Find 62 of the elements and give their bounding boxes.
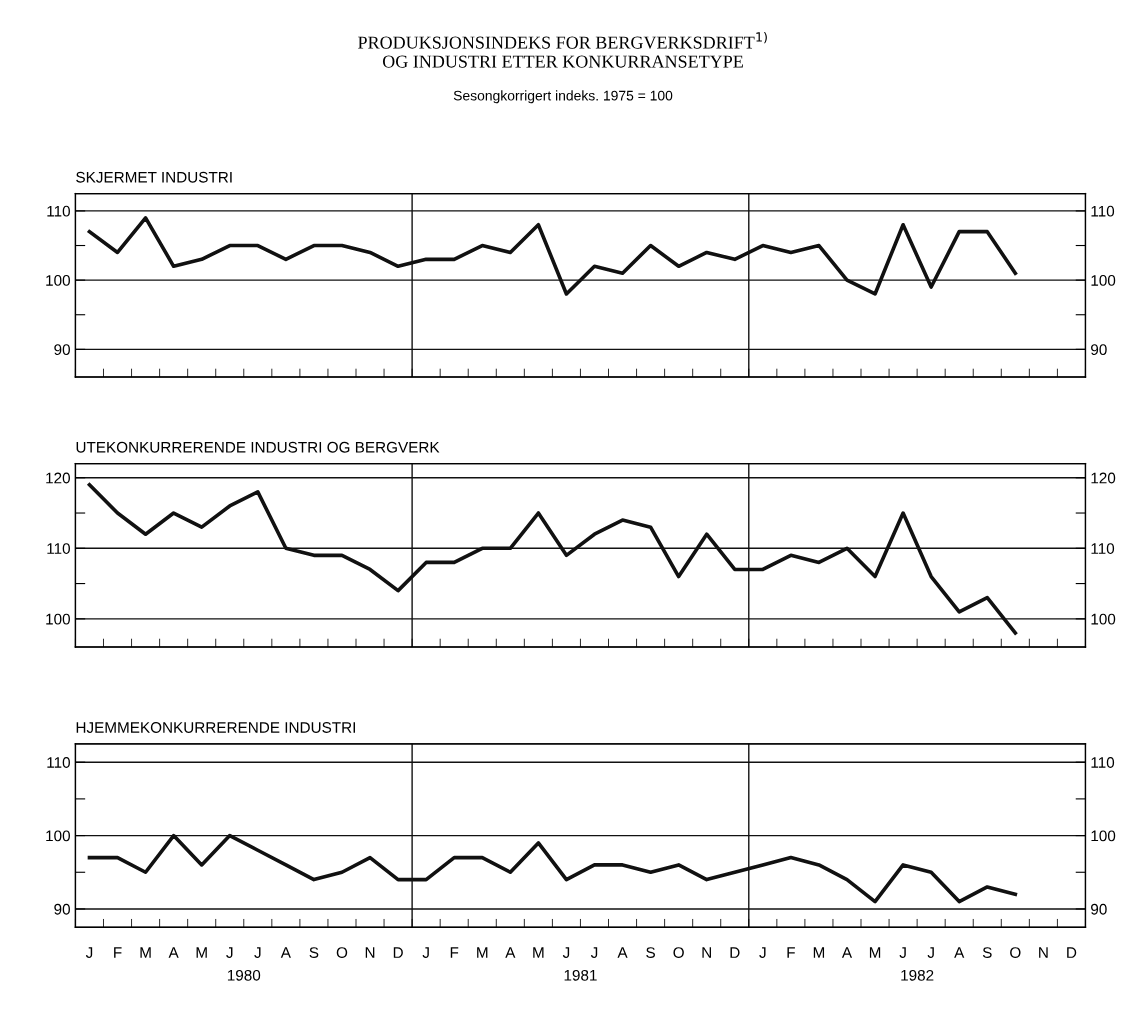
x-tick-label: D <box>730 947 740 958</box>
y-tick-label: 120 <box>46 472 70 484</box>
y2-tick-label: 100 <box>1091 613 1116 625</box>
x-tick-label: F <box>450 947 459 958</box>
y2-tick-label: 100 <box>1091 830 1116 842</box>
x-tick-label: M <box>813 947 825 958</box>
text: 1982 <box>901 969 934 981</box>
text: PRODUKSJONSINDEKS FOR BERGVERKSDRIFT$^{1)}$ OG INDUSTRI ETTER KONKURRANSETYPE <box>358 31 767 68</box>
x-tick-label: A <box>168 947 179 958</box>
x-tick-label: J <box>85 947 93 958</box>
x-tick-label: J <box>759 947 766 958</box>
x-tick-label: J <box>899 947 906 958</box>
x-tick-label: N <box>702 947 711 958</box>
x-tick-label: M <box>869 947 881 958</box>
x-tick-label: S <box>646 947 655 958</box>
x-tick-label: J <box>927 947 934 958</box>
x-tick-label: S <box>309 947 319 958</box>
x-tick-label: F <box>114 947 122 958</box>
x-tick-label: O <box>1010 947 1021 958</box>
x-tick-label: A <box>954 947 965 958</box>
x-tick-label: O <box>336 947 348 958</box>
x-tick-label: M <box>196 947 207 958</box>
x-tick-label: J <box>226 947 233 958</box>
x-tick-label: J <box>562 947 570 958</box>
x-tick-label: A <box>280 947 291 958</box>
x-tick-label: J <box>254 947 261 958</box>
x-tick-label: A <box>841 947 853 958</box>
y2-tick-label: 90 <box>1091 903 1107 915</box>
x-tick-label: O <box>673 947 684 958</box>
x-tick-label: M <box>140 947 151 958</box>
y-tick-label: 100 <box>46 275 70 286</box>
x-tick-label: N <box>365 947 375 958</box>
y2-tick-label: 110 <box>1091 543 1115 554</box>
chart-title: SKJERMET INDUSTRI <box>76 171 232 183</box>
y2-tick-label: 110 <box>1091 757 1115 768</box>
x-tick-label: D <box>393 947 403 958</box>
x-tick-label: J <box>422 947 429 958</box>
y2-tick-label: 120 <box>1091 472 1116 484</box>
y-tick-label: 110 <box>47 757 70 768</box>
text: 1980 <box>227 969 261 981</box>
y-tick-label: 90 <box>54 344 70 356</box>
x-tick-label: J <box>590 947 598 958</box>
x-tick-label: A <box>505 947 516 958</box>
x-tick-label: F <box>787 947 795 958</box>
x-tick-label: M <box>533 947 544 958</box>
x-tick-label: D <box>1067 947 1077 958</box>
y-tick-label: 100 <box>46 830 70 842</box>
x-tick-label: M <box>477 947 488 958</box>
y2-tick-label: 100 <box>1091 275 1116 286</box>
y2-tick-label: 90 <box>1091 344 1107 356</box>
chart-title: UTEKONKURRERENDE INDUSTRI OG BERGVERK <box>76 441 440 453</box>
x-tick-label: N <box>1039 947 1048 958</box>
y-tick-label: 110 <box>47 543 70 554</box>
y-tick-label: 100 <box>46 613 70 625</box>
text: Sesongkorrigert indeks. 1975 = 100 <box>453 90 673 104</box>
y-tick-label: 90 <box>54 903 70 915</box>
chart-title: HJEMMEKONKURRERENDE INDUSTRI <box>76 722 355 733</box>
y2-tick-label: 110 <box>1091 205 1115 217</box>
x-tick-label: S <box>982 947 992 958</box>
text: 1981 <box>564 969 597 981</box>
x-tick-label: A <box>617 947 628 958</box>
y-tick-label: 110 <box>47 205 70 217</box>
